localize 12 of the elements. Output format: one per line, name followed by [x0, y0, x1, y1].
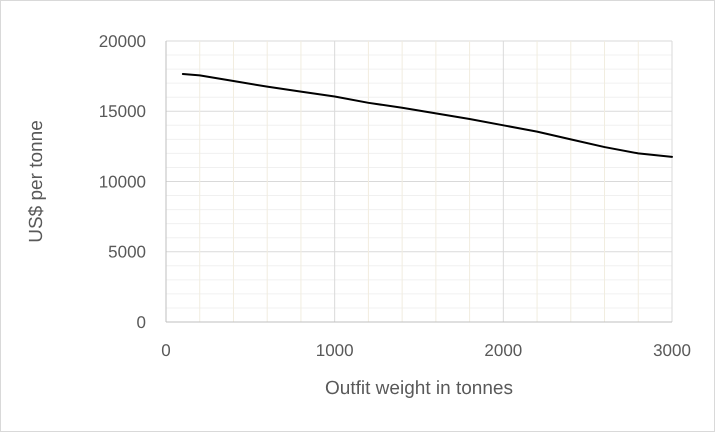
y-axis-title: US$ per tonne [26, 120, 47, 243]
y-tick-label: 10000 [98, 172, 146, 192]
y-tick-label: 20000 [98, 32, 146, 51]
x-tick-label: 1000 [316, 341, 354, 360]
x-tick-label: 2000 [484, 341, 522, 360]
y-tick-label: 0 [136, 312, 146, 332]
line-series [182, 73, 673, 158]
y-tick-label: 5000 [108, 242, 146, 262]
x-tick-label: 0 [161, 341, 171, 360]
x-axis-title: Outfit weight in tonnes [325, 378, 513, 399]
x-tick-label: 3000 [653, 341, 691, 360]
y-tick-label: 15000 [98, 102, 146, 122]
